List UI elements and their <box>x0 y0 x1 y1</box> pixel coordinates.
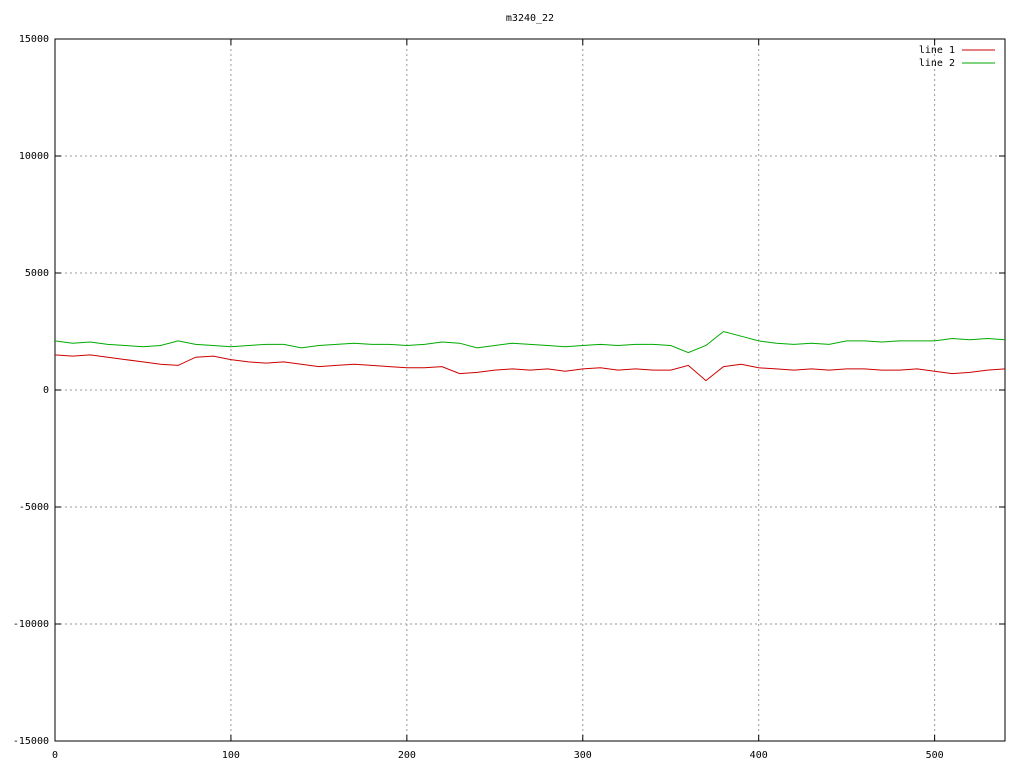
data-line <box>54 330 1006 354</box>
x-tick-label: 300 <box>574 750 592 761</box>
y-tick-label: 0 <box>43 385 49 396</box>
x-tick-label: 200 <box>398 750 416 761</box>
x-tick-label: 100 <box>222 750 240 761</box>
y-tick-label: 5000 <box>25 268 49 279</box>
x-tick-label: 0 <box>52 750 58 761</box>
y-tick-label: 10000 <box>19 151 49 162</box>
legend-label: line 1 <box>919 45 955 56</box>
legend-label: line 2 <box>919 58 955 69</box>
chart-title: m3240_22 <box>506 13 554 24</box>
y-tick-label: -15000 <box>13 736 49 747</box>
y-tick-label: -5000 <box>19 502 49 513</box>
data-line <box>54 354 1006 382</box>
x-tick-label: 500 <box>926 750 944 761</box>
y-tick-label: -10000 <box>13 619 49 630</box>
y-tick-label: 15000 <box>19 34 49 45</box>
x-tick-label: 400 <box>750 750 768 761</box>
